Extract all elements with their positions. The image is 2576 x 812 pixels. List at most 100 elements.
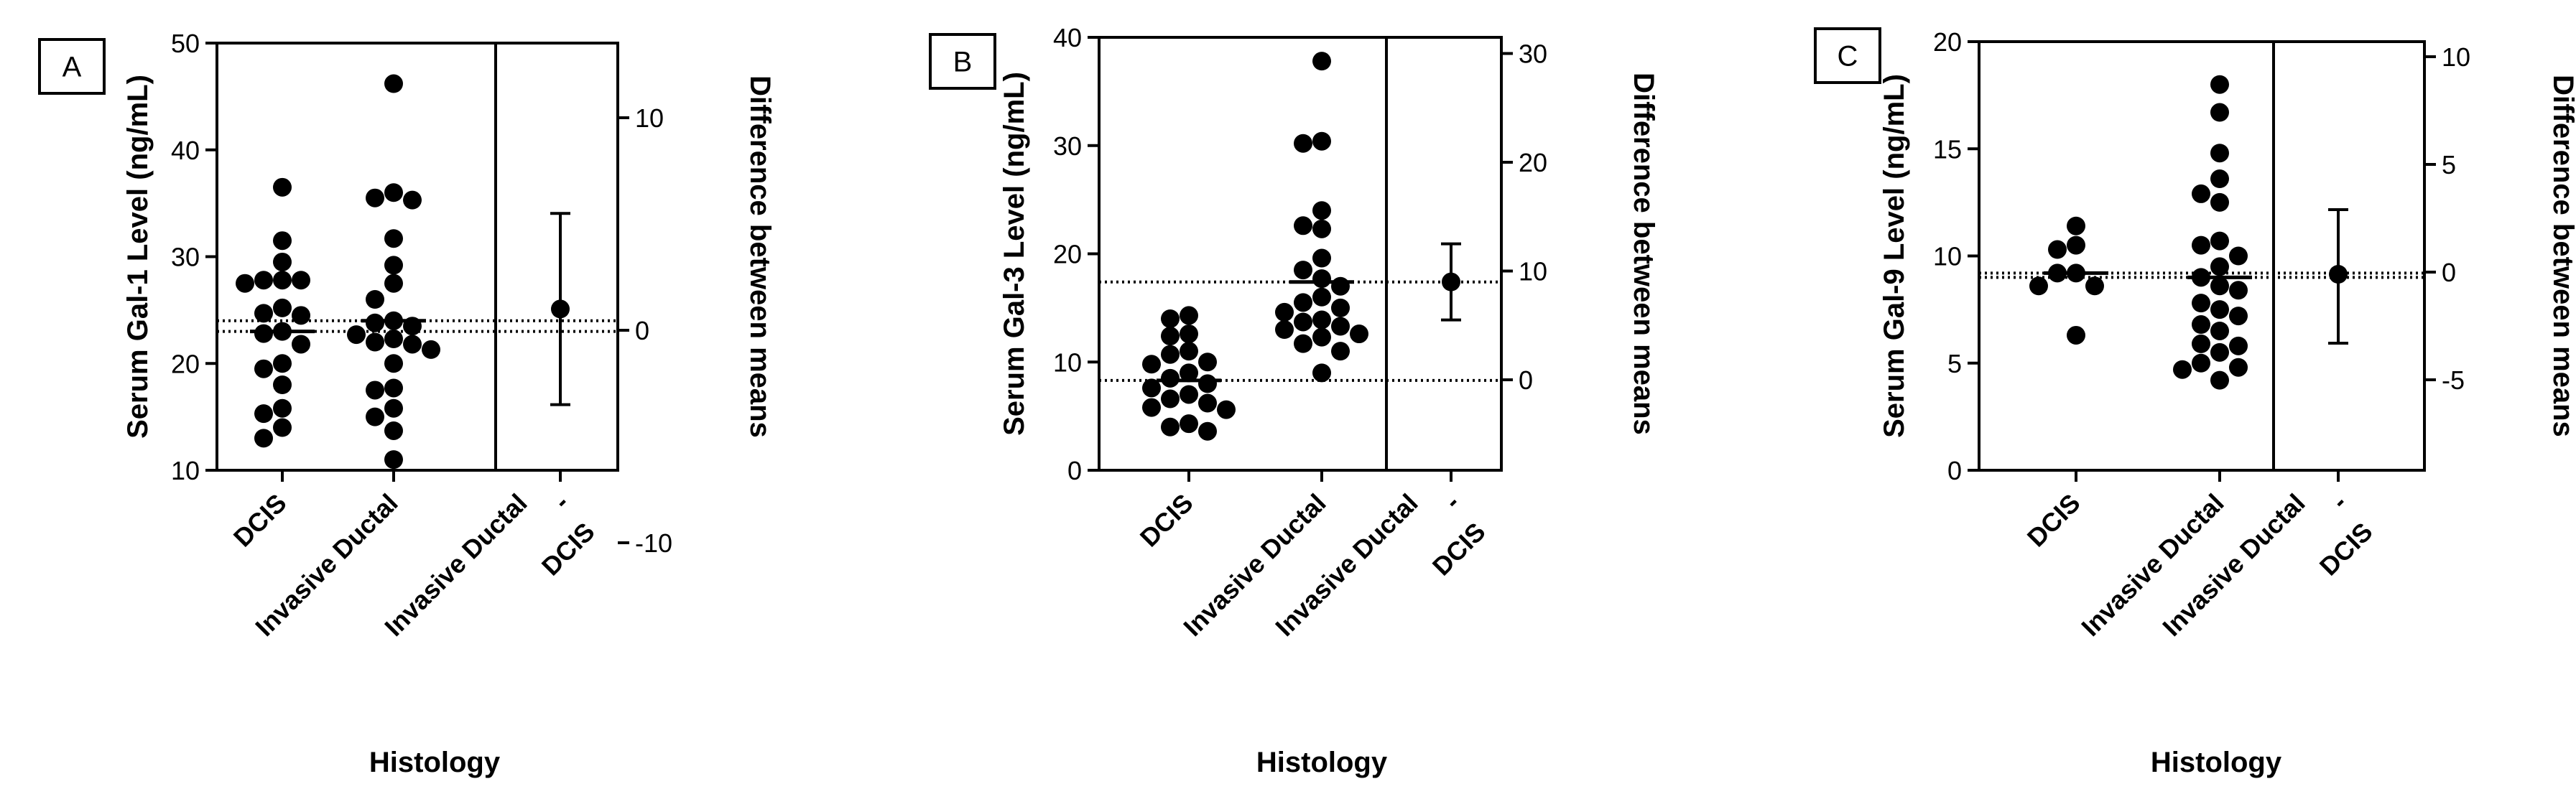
data-point <box>2229 358 2248 377</box>
data-point <box>1294 216 1312 235</box>
y2-axis-title: Difference between means <box>1628 73 1659 435</box>
data-point <box>384 354 403 373</box>
data-point <box>384 74 403 93</box>
data-point <box>1294 293 1312 312</box>
y-tick-label: 10 <box>1053 347 1082 377</box>
data-point <box>273 398 292 418</box>
data-point <box>1294 261 1312 280</box>
diff-label-sep: - <box>1438 488 1465 515</box>
data-point <box>366 290 384 309</box>
diff-label-line1: Invasive Ductal <box>379 488 532 642</box>
data-point <box>273 252 292 271</box>
y-tick-label: 15 <box>1933 134 1962 164</box>
data-point <box>1161 389 1180 409</box>
data-point <box>254 271 273 290</box>
data-point <box>1198 353 1217 372</box>
data-point <box>1312 269 1331 289</box>
data-point <box>2210 370 2229 390</box>
data-point <box>384 378 403 398</box>
data-point <box>2210 144 2229 163</box>
data-point <box>1331 298 1350 317</box>
x-axis-title: Histology <box>369 747 501 778</box>
data-point <box>1217 400 1236 419</box>
data-point <box>2085 276 2104 296</box>
data-point <box>366 188 384 207</box>
y-axis-title: Serum Gal-1 Level (ng/mL) <box>122 75 154 439</box>
data-point <box>1275 302 1294 322</box>
data-point <box>384 450 403 470</box>
data-point <box>2229 336 2248 355</box>
panel-label-box <box>38 38 106 95</box>
panel-label-box <box>929 33 996 90</box>
x-axis-title: Histology <box>2151 747 2282 778</box>
data-point <box>1180 414 1198 434</box>
data-point <box>2210 75 2229 94</box>
data-point <box>384 421 403 440</box>
data-point <box>1331 317 1350 336</box>
data-point <box>236 274 254 293</box>
y2-tick-label: -10 <box>635 528 672 558</box>
data-point <box>1161 309 1180 328</box>
diff-label-sep: - <box>547 488 574 515</box>
y2-tick-label: 5 <box>2442 150 2456 179</box>
data-point <box>1294 312 1312 332</box>
data-point <box>1294 134 1312 153</box>
data-point <box>273 271 292 290</box>
data-point <box>2210 300 2229 319</box>
data-point <box>1180 385 1198 404</box>
data-point <box>2067 325 2085 345</box>
diff-label-line1: Invasive Ductal <box>2156 488 2310 642</box>
x-category-label: DCIS <box>228 488 292 553</box>
data-point <box>1161 417 1180 437</box>
data-point <box>384 183 403 202</box>
y-tick-label: 10 <box>1933 242 1962 271</box>
data-point <box>254 304 273 323</box>
data-point <box>403 190 422 210</box>
y2-tick-label: 0 <box>2442 258 2456 287</box>
y-tick-label: 20 <box>1053 240 1082 269</box>
data-point <box>1275 320 1294 340</box>
data-point <box>366 332 384 352</box>
x-axis-title: Histology <box>1256 747 1388 778</box>
data-point <box>1312 131 1331 151</box>
data-point <box>2229 307 2248 326</box>
y-tick-label: 10 <box>171 456 200 485</box>
y2-tick-label: 10 <box>2442 42 2470 72</box>
data-point <box>2067 235 2085 255</box>
data-point <box>2229 246 2248 266</box>
x-category-label: Invasive Ductal <box>2075 488 2229 642</box>
data-point <box>2210 342 2229 362</box>
y-tick-label: 0 <box>1067 456 1082 485</box>
data-point <box>273 375 292 394</box>
panel-label: B <box>953 47 973 78</box>
data-point <box>1198 374 1217 393</box>
data-point <box>2192 184 2210 203</box>
data-point <box>292 306 310 325</box>
data-point <box>422 340 440 359</box>
data-point <box>273 418 292 437</box>
diff-label-sep: - <box>2325 488 2352 515</box>
y-tick-label: 20 <box>1933 27 1962 57</box>
difference-point <box>2329 265 2348 284</box>
data-point <box>384 330 403 349</box>
data-point <box>1161 345 1180 364</box>
data-point <box>384 229 403 248</box>
data-point <box>1312 287 1331 307</box>
data-point <box>2029 276 2048 296</box>
y2-tick-label: 20 <box>1519 148 1547 177</box>
data-point <box>2048 240 2067 259</box>
data-point <box>366 381 384 400</box>
difference-point <box>1442 272 1460 291</box>
y2-tick-label: 10 <box>635 103 664 133</box>
data-point <box>1312 248 1331 268</box>
y2-tick-label: 30 <box>1519 39 1547 69</box>
data-point <box>1312 363 1331 383</box>
data-point <box>1142 355 1161 374</box>
y2-axis-title: Difference between means <box>744 75 776 438</box>
y-axis-title: Serum Gal-3 Level (ng/mL) <box>999 72 1030 436</box>
data-point <box>273 177 292 197</box>
panel-label: A <box>62 52 82 83</box>
y2-tick-label: 10 <box>1519 257 1547 286</box>
data-point <box>292 271 310 290</box>
